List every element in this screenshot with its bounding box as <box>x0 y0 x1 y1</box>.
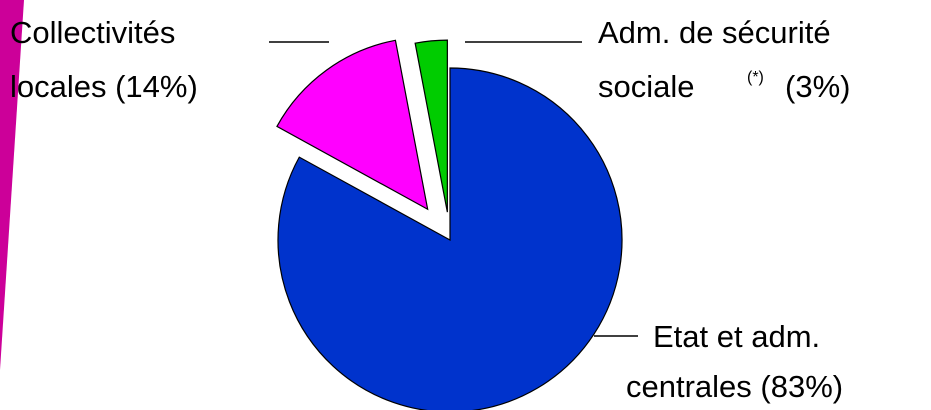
decorative-accent-band <box>0 0 24 370</box>
label-secu-footnote-marker: (*) <box>747 69 764 86</box>
label-secu-percent: (3%) <box>785 69 850 104</box>
pie-slice-etat-centrales <box>277 67 623 410</box>
label-secu-line2: sociale <box>598 69 695 104</box>
pie-slice-collectivites-locales <box>276 39 429 211</box>
label-collectivites-line1: Collectivités <box>10 15 175 50</box>
label-etat-line2: centrales (83%) <box>626 369 843 404</box>
pie-slice-securite-sociale <box>414 39 448 213</box>
label-secu-line1: Adm. de sécurité <box>598 15 831 50</box>
label-collectivites-line2: locales (14%) <box>10 69 198 104</box>
label-etat-line1: Etat et adm. <box>653 319 820 354</box>
